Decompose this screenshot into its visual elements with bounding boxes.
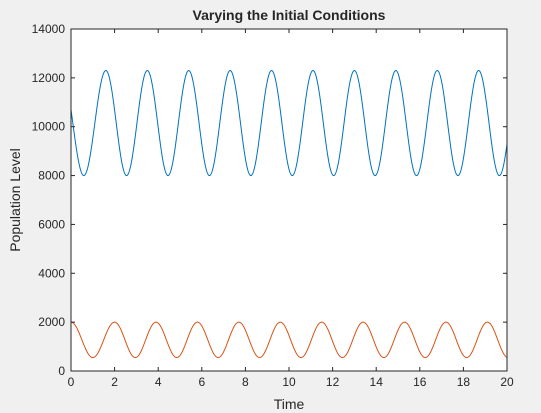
y-tick-label: 4000 (38, 266, 65, 280)
x-tick-label: 18 (457, 375, 471, 389)
x-tick-label: 4 (155, 375, 162, 389)
y-ticks: 0 2000 4000 6000 8000 10000 12000 14000 (32, 22, 507, 378)
y-tick-label: 6000 (38, 217, 65, 231)
x-tick-label: 8 (242, 375, 249, 389)
series-line-1 (70, 70, 508, 177)
x-tick-label: 0 (68, 375, 75, 389)
y-axis-label: Population Level (7, 148, 23, 252)
series-line-2 (70, 321, 508, 359)
x-tick-label: 2 (111, 375, 118, 389)
y-tick-label: 2000 (38, 315, 65, 329)
x-tick-label: 6 (198, 375, 205, 389)
x-tick-label: 16 (413, 375, 427, 389)
series-layer (70, 70, 508, 359)
x-tick-label: 20 (500, 375, 514, 389)
x-ticks: 0 2 4 6 8 10 12 14 16 18 20 (68, 29, 514, 389)
x-tick-label: 10 (282, 375, 296, 389)
y-tick-label: 12000 (32, 71, 66, 85)
y-tick-label: 8000 (38, 169, 65, 183)
y-tick-label: 14000 (32, 22, 66, 36)
plot-area (71, 29, 507, 371)
y-tick-label: 10000 (32, 120, 66, 134)
x-axis-label: Time (274, 396, 305, 412)
x-tick-label: 14 (370, 375, 384, 389)
chart-title: Varying the Initial Conditions (193, 7, 386, 23)
y-tick-label: 0 (58, 364, 65, 378)
x-tick-label: 12 (326, 375, 340, 389)
